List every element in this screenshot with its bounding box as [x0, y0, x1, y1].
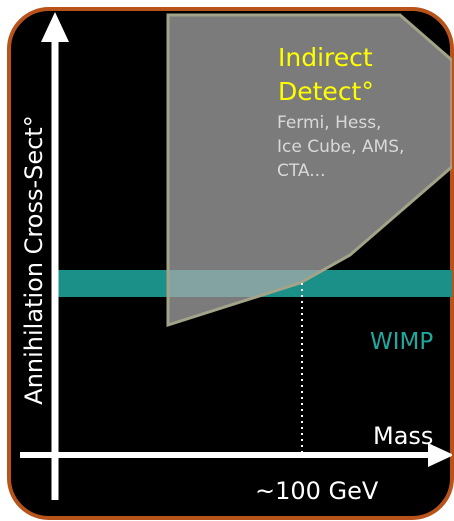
x-marker-label: ~100 GeV — [255, 477, 379, 505]
experiments: Fermi, Hess, — [277, 113, 381, 133]
y-arrowhead — [41, 12, 69, 42]
experiments: CTA... — [277, 161, 325, 181]
x-label: Mass — [373, 422, 433, 450]
band-label: WIMP — [370, 329, 433, 355]
y-label: Annihilation Cross-Sect° — [20, 115, 48, 404]
region-title: Indirect — [278, 43, 373, 72]
x-arrowhead — [428, 443, 452, 467]
indirect-region — [166, 13, 452, 328]
region-title: Detect° — [278, 77, 374, 106]
experiments: Ice Cube, AMS, — [277, 137, 404, 157]
